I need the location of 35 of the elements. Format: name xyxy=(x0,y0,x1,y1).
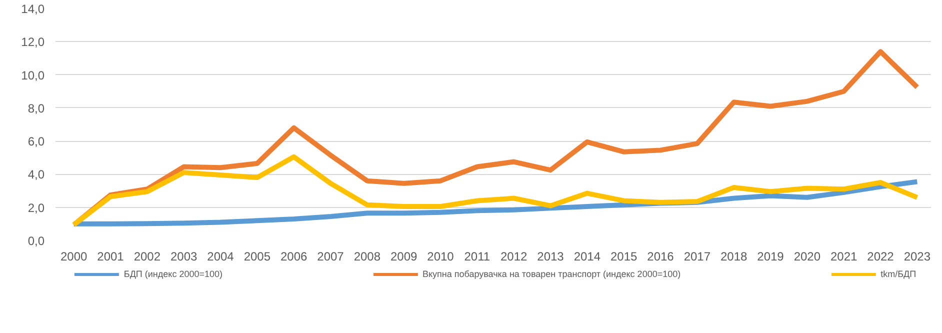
x-tick-label: 2018 xyxy=(720,250,748,264)
y-tick-label: 4,0 xyxy=(28,168,45,182)
x-tick-label: 2002 xyxy=(134,250,161,264)
legend-label: БДП (индекс 2000=100) xyxy=(124,269,222,279)
x-tick-label: 2021 xyxy=(830,250,858,264)
x-tick-label: 2023 xyxy=(904,250,931,264)
y-tick-label: 14,0 xyxy=(21,2,45,16)
x-tick-label: 2008 xyxy=(354,250,381,264)
x-tick-label: 2011 xyxy=(464,250,490,264)
x-tick-label: 2013 xyxy=(537,250,564,264)
y-tick-label: 6,0 xyxy=(28,134,45,149)
x-tick-label: 2009 xyxy=(390,250,418,264)
y-tick-label: 2,0 xyxy=(28,200,45,215)
x-tick-label: 2012 xyxy=(500,250,528,264)
y-tick-label: 0,0 xyxy=(28,234,45,248)
x-tick-label: 2010 xyxy=(427,250,454,264)
x-tick-label: 2004 xyxy=(207,250,234,264)
x-tick-label: 2003 xyxy=(170,250,198,264)
x-tick-label: 2016 xyxy=(647,250,674,264)
x-tick-label: 2019 xyxy=(757,250,784,264)
x-tick-label: 2015 xyxy=(610,250,638,264)
x-tick-label: 2001 xyxy=(97,250,124,264)
x-tick-label: 2005 xyxy=(244,250,271,264)
x-tick-label: 2007 xyxy=(317,250,344,264)
x-tick-label: 2022 xyxy=(867,250,894,264)
x-tick-label: 2017 xyxy=(684,250,711,264)
x-tick-label: 2006 xyxy=(280,250,308,264)
y-tick-label: 12,0 xyxy=(21,35,45,50)
x-tick-label: 2020 xyxy=(794,250,821,264)
y-tick-label: 8,0 xyxy=(28,101,45,116)
x-tick-label: 2014 xyxy=(574,250,601,264)
y-tick-label: 10,0 xyxy=(21,68,45,82)
legend-label: tkm/БДП xyxy=(880,269,916,279)
legend-label: Вкупна побарувачка на товарен транспорт (индекс 2000=100) xyxy=(422,269,681,279)
x-tick-label: 2000 xyxy=(60,250,88,264)
